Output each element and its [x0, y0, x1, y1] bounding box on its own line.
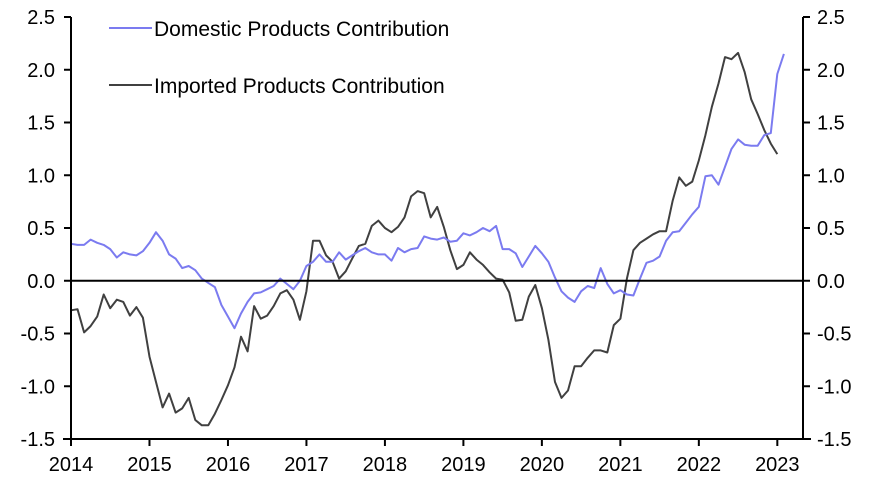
- x-tick-label: 2019: [441, 454, 486, 476]
- left-y-tick-label: 1.5: [27, 113, 55, 135]
- left-y-tick-label: 0.5: [27, 218, 55, 240]
- x-tick-label: 2016: [206, 454, 251, 476]
- right-y-tick-label: -1.0: [817, 376, 851, 398]
- left-y-tick-label: 1.0: [27, 165, 55, 187]
- left-y-tick-label: -1.0: [21, 376, 55, 398]
- x-tick-label: 2021: [598, 454, 643, 476]
- right-y-tick-label: -0.5: [817, 324, 851, 346]
- x-tick-label: 2014: [49, 454, 94, 476]
- left-y-tick-label: 2.0: [27, 60, 55, 82]
- right-y-tick-label: 2.0: [817, 60, 845, 82]
- right-y-tick-label: 2.5: [817, 7, 845, 29]
- legend-label-imported: Imported Products Contribution: [154, 75, 445, 98]
- x-tick-label: 2018: [363, 454, 408, 476]
- left-y-tick-label: 2.5: [27, 7, 55, 29]
- right-y-tick-label: 0.5: [817, 218, 845, 240]
- series-layer: [70, 51, 785, 427]
- right-y-tick-label: -1.5: [817, 429, 851, 451]
- right-y-tick-label: 1.0: [817, 165, 845, 187]
- right-y-tick-label: 0.0: [817, 271, 845, 293]
- left-y-tick-label: -1.5: [21, 429, 55, 451]
- x-ticks: 2014 2015 2016 2017 2018 2019 2020 2021 2022 2023: [49, 439, 800, 476]
- right-y-ticks: 2.5 2.0 1.5 1.0 0.5 0.0 -0.5 -1.0 -1.5: [803, 7, 851, 451]
- x-tick-label: 2015: [127, 454, 172, 476]
- x-tick-label: 2022: [677, 454, 722, 476]
- series-line-imported: [70, 51, 779, 427]
- series-line-domestic: [70, 53, 785, 330]
- left-y-ticks: 2.5 2.0 1.5 1.0 0.5 0.0 -0.5 -1.0 -1.5: [21, 7, 71, 451]
- legend-label-domestic: Domestic Products Contribution: [154, 18, 449, 41]
- left-y-tick-label: 0.0: [27, 271, 55, 293]
- legend: Domestic Products Contribution Imported …: [109, 18, 449, 98]
- x-tick-label: 2020: [520, 454, 565, 476]
- x-tick-label: 2017: [284, 454, 329, 476]
- right-y-tick-label: 1.5: [817, 113, 845, 135]
- x-tick-label: 2023: [755, 454, 800, 476]
- left-y-tick-label: -0.5: [21, 324, 55, 346]
